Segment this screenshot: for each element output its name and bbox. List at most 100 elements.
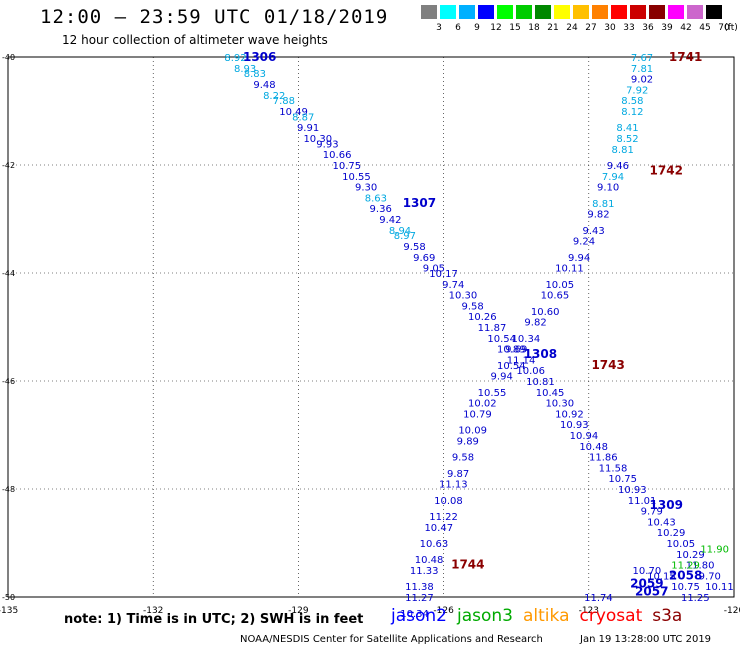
wave-height-value: 9.82 xyxy=(587,210,609,221)
satellite-cryosat: cryosat xyxy=(579,606,643,626)
legend-label-39: 39 xyxy=(661,23,673,33)
wave-height-value: 7.81 xyxy=(631,64,653,75)
wave-height-value: 10.94 xyxy=(570,431,599,442)
y-tick-label: -50 xyxy=(2,593,15,602)
wave-height-value: 10.48 xyxy=(579,442,608,453)
legend-swatch-30 xyxy=(592,5,608,19)
wave-height-value: 10.47 xyxy=(424,523,453,534)
track-label: 1742 xyxy=(650,163,683,177)
wave-height-value: 8.52 xyxy=(616,134,638,145)
wave-height-value: 8.94 xyxy=(389,226,411,237)
track-label: 2059 xyxy=(630,577,663,591)
legend-label-15: 15 xyxy=(509,23,521,33)
wave-height-value: 9.30 xyxy=(355,183,377,194)
legend-swatch-70 xyxy=(706,5,722,19)
legend-label-3: 3 xyxy=(436,23,442,33)
wave-height-value: 10.02 xyxy=(468,399,497,410)
wave-height-value: 10.75 xyxy=(671,582,700,593)
wave-height-value: 10.63 xyxy=(420,539,449,550)
satellite-jason3: jason3 xyxy=(457,606,513,626)
wave-height-value: 10.26 xyxy=(468,312,497,323)
track-label: 2058 xyxy=(669,568,702,582)
wave-height-value: 8.87 xyxy=(292,112,314,123)
track-label: 1306 xyxy=(243,50,276,64)
wave-height-value: 10.93 xyxy=(560,420,589,431)
wave-height-value: 7.92 xyxy=(626,85,648,96)
wave-height-value: 11.38 xyxy=(405,582,434,593)
track-label: 1307 xyxy=(403,196,436,210)
wave-height-value: 11.58 xyxy=(599,463,628,474)
legend-label-36: 36 xyxy=(642,23,654,33)
wave-height-value: 10.30 xyxy=(545,399,574,410)
legend-swatch-6 xyxy=(440,5,456,19)
legend-label-21: 21 xyxy=(547,23,559,33)
wave-height-value: 10.08 xyxy=(434,496,463,507)
wave-height-value: 9.02 xyxy=(631,75,653,86)
page-subtitle: 12 hour collection of altimeter wave hei… xyxy=(62,33,328,47)
legend-swatch-15 xyxy=(497,5,513,19)
legend-unit: (ft) xyxy=(724,23,738,33)
wave-height-value: 10.54 xyxy=(497,361,526,372)
wave-height-value: 9.43 xyxy=(583,226,605,237)
wave-height-value: 10.15 xyxy=(647,571,676,582)
wave-height-value: 10.93 xyxy=(618,485,647,496)
wave-height-value: 9.10 xyxy=(597,183,619,194)
wave-height-value: 9.89 xyxy=(457,436,479,447)
track-label: 1743 xyxy=(591,358,624,372)
y-tick-label: -46 xyxy=(2,377,15,386)
wave-height-value: 9.58 xyxy=(403,242,425,253)
wave-height-value: 8.93 xyxy=(234,64,256,75)
wave-height-value: 11.29 xyxy=(671,561,700,572)
wave-height-value: 10.34 xyxy=(512,334,541,345)
wave-height-value: 9.42 xyxy=(379,215,401,226)
wave-height-value: 10.75 xyxy=(332,161,361,172)
wave-height-value: 8.58 xyxy=(621,96,643,107)
wave-height-value: 8.81 xyxy=(592,199,614,210)
legend-swatch-12 xyxy=(478,5,494,19)
wave-height-value: 10.60 xyxy=(531,307,560,318)
wave-height-value: 11.74 xyxy=(584,593,613,604)
x-tick-label: -123 xyxy=(579,606,599,616)
wave-height-value: 10.05 xyxy=(545,280,574,291)
wave-height-value: 10.48 xyxy=(415,555,444,566)
map-frame xyxy=(7,56,735,598)
wave-height-value: 10.81 xyxy=(526,377,555,388)
satellite-altika: altika xyxy=(523,606,570,626)
wave-height-value: 10.11 xyxy=(705,582,734,593)
wave-height-value: 7.94 xyxy=(602,172,624,183)
wave-height-value: 10.34 xyxy=(400,609,429,620)
wave-height-value: 10.92 xyxy=(555,409,584,420)
wave-height-value: 9.69 xyxy=(505,345,527,356)
wave-height-value: 8.41 xyxy=(616,123,638,134)
wave-height-value: 11.25 xyxy=(681,593,710,604)
wave-height-value: 10.79 xyxy=(463,409,492,420)
wave-height-value: 10.30 xyxy=(449,291,478,302)
legend-label-6: 6 xyxy=(455,23,461,33)
legend-swatch-33 xyxy=(611,5,627,19)
legend-label-24: 24 xyxy=(566,23,578,33)
satellite-jason2: jason2 xyxy=(391,606,447,626)
wave-height-value: 9.05 xyxy=(423,264,445,275)
y-tick-label: -40 xyxy=(2,53,15,62)
wave-height-value: 10.66 xyxy=(323,150,352,161)
legend-swatch-39 xyxy=(649,5,665,19)
wave-height-value: 11.80 xyxy=(686,561,715,572)
wave-height-value: 10.55 xyxy=(478,388,507,399)
satellite-legend: jason2 jason3 altika cryosat s3a xyxy=(391,606,692,626)
legend-label-12: 12 xyxy=(490,23,502,33)
legend-swatch-9 xyxy=(459,5,475,19)
legend-swatch-3 xyxy=(421,5,437,19)
wave-height-value: 7.88 xyxy=(273,96,295,107)
wave-height-value: 11.90 xyxy=(700,544,729,555)
wave-height-value: 9.74 xyxy=(442,280,464,291)
legend-label-30: 30 xyxy=(604,23,616,33)
legend-label-18: 18 xyxy=(528,23,540,33)
wave-height-value: 8.92 xyxy=(224,53,246,64)
legend-label-27: 27 xyxy=(585,23,597,33)
legend-swatch-18 xyxy=(516,5,532,19)
wave-height-value: 10.29 xyxy=(657,528,686,539)
x-tick-label: -120 xyxy=(724,606,740,616)
x-tick-label: -135 xyxy=(0,606,18,616)
legend-swatch-21 xyxy=(535,5,551,19)
